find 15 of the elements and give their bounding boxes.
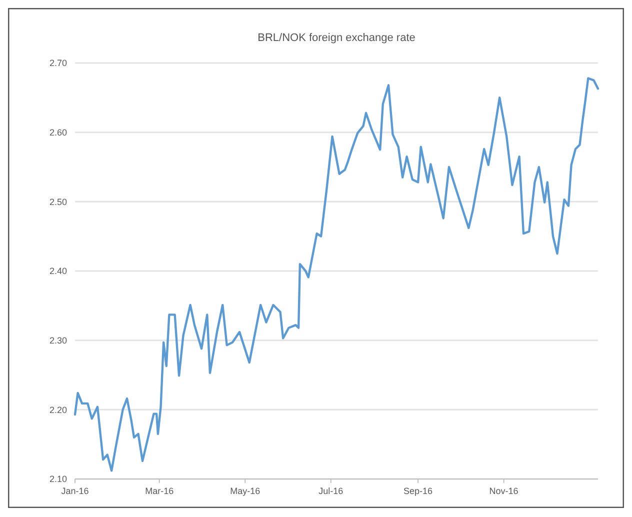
x-tick-label: Nov-16 [489,486,518,496]
y-tick-label: 2.70 [49,58,67,68]
line-series [74,77,600,472]
y-tick-label: 2.10 [49,474,67,484]
y-tick-label: 2.50 [49,196,67,207]
x-tick-label: Sep-16 [404,486,433,496]
y-tick-label: 2.20 [49,404,67,415]
chart-title: BRL/NOK foreign exchange rate [258,32,416,44]
y-tick-label: 2.30 [49,335,67,346]
x-tick-label: May-16 [230,486,260,496]
x-tick-label: Jul-16 [318,486,344,496]
x-tick-label: Mar-16 [145,486,174,496]
y-tick-label: 2.40 [49,266,67,276]
x-tick-label: Jan-16 [61,486,89,496]
y-tick-label: 2.60 [49,127,67,138]
